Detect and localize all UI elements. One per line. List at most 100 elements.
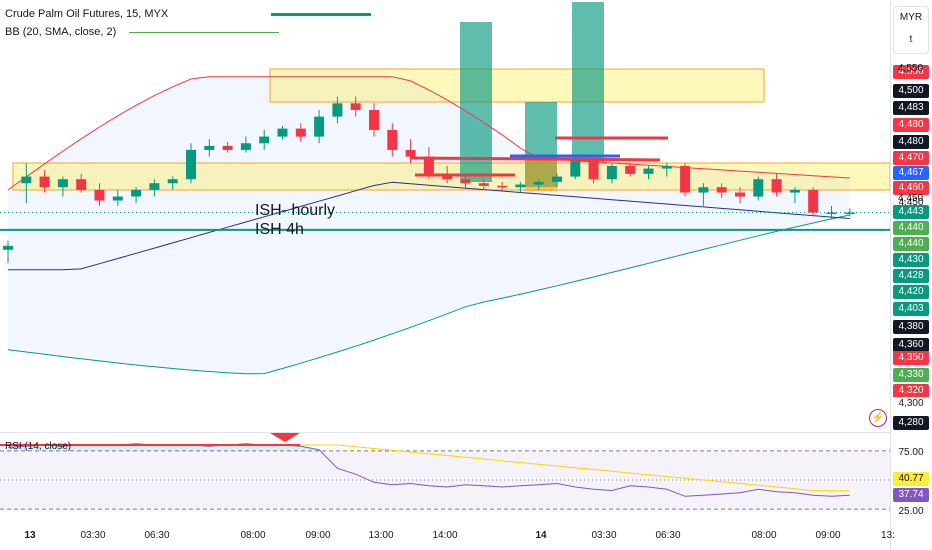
- time-tick: 13:: [881, 530, 895, 541]
- candle-body: [735, 192, 745, 197]
- lightning-icon[interactable]: ⚡: [869, 409, 887, 427]
- bb-label: BB (20, SMA, close, 2): [5, 26, 117, 38]
- price-label: 4,506: [893, 65, 929, 79]
- annotation-hourly[interactable]: ISH- hourly: [255, 202, 336, 219]
- annotation-4h[interactable]: ISH 4h: [255, 221, 304, 238]
- candle-body: [295, 128, 306, 137]
- price-tick: 4,550: [898, 63, 924, 74]
- candle-body: [277, 128, 288, 137]
- rsi-axis-label: 25.00: [893, 505, 929, 519]
- price-label: 4,500: [893, 84, 929, 98]
- candle-body: [314, 116, 325, 137]
- price-label: 4,467: [893, 166, 929, 180]
- time-tick: 08:00: [751, 530, 777, 541]
- candle-body: [552, 176, 562, 182]
- bb-lower-line: [7, 214, 850, 375]
- time-tick: 13:00: [368, 530, 394, 541]
- time-tick: 08:00: [240, 530, 266, 541]
- rsi-pane[interactable]: [0, 433, 890, 525]
- rsi-marker-arrow: [270, 433, 300, 442]
- rsi-axis-label: 40.77: [893, 472, 929, 486]
- volume-block-2: [572, 2, 604, 162]
- price-tick: 4,450: [898, 193, 924, 204]
- upper-zone-rect: [269, 68, 765, 103]
- candle-body: [186, 149, 196, 180]
- candle-body: [204, 145, 215, 150]
- symbol-line-swatch: [271, 12, 372, 16]
- price-label: 4,420: [893, 285, 929, 299]
- price-chart[interactable]: [0, 0, 890, 432]
- candle-body: [698, 187, 709, 193]
- candle-body: [625, 165, 636, 174]
- candle-body: [387, 129, 398, 150]
- price-label: 4,430: [893, 253, 929, 267]
- price-label: 4,470: [893, 151, 929, 165]
- candle-body: [259, 136, 270, 144]
- bb-band-fill: [8, 76, 850, 374]
- time-tick: 06:30: [655, 530, 681, 541]
- candle-body: [533, 181, 544, 185]
- price-label: 4,428: [893, 269, 929, 283]
- price-label: 4,460: [893, 181, 929, 195]
- bb-basis-line: [8, 181, 850, 271]
- candle-body: [478, 183, 489, 186]
- candle-body: [369, 109, 379, 130]
- candle-body: [606, 165, 617, 180]
- time-tick: 03:30: [591, 530, 617, 541]
- rsi-legend[interactable]: RSI (14, close): [5, 441, 71, 452]
- candle-body: [39, 176, 50, 188]
- time-tick: 06:30: [144, 530, 170, 541]
- price-label: 4,300: [893, 397, 929, 411]
- candle-body: [21, 176, 32, 184]
- price-label: 4,280: [893, 416, 929, 430]
- highlight-block: [525, 160, 557, 191]
- pane-separator[interactable]: [0, 432, 890, 433]
- price-label: 4,480: [893, 118, 929, 132]
- price-label: 4,380: [893, 320, 929, 334]
- candle-body: [826, 212, 837, 215]
- price-label: 4,480: [893, 135, 929, 149]
- price-label: 4,483: [893, 101, 929, 115]
- price-label: 4,320: [893, 384, 929, 398]
- rsi-label: RSI (14, close): [5, 441, 72, 452]
- candle-body: [661, 165, 672, 169]
- bb-upper-line: [7, 76, 850, 191]
- candle-body: [94, 189, 105, 201]
- candle-body: [350, 103, 361, 110]
- time-tick: 03:30: [80, 530, 106, 541]
- candle-body: [716, 187, 727, 193]
- symbol-title: Crude Palm Oil Futures, 15, MYX: [5, 8, 169, 20]
- bb-line-swatch: [129, 31, 280, 33]
- symbol-legend[interactable]: Crude Palm Oil Futures, 15, MYX: [5, 8, 372, 20]
- time-tick: 09:00: [305, 530, 331, 541]
- candle-body: [789, 189, 800, 193]
- candle-body: [76, 179, 87, 190]
- candle-body: [771, 179, 782, 193]
- candle-body: [149, 183, 160, 190]
- candle-body: [240, 143, 251, 150]
- candle-body: [405, 149, 416, 157]
- bb-legend[interactable]: BB (20, SMA, close, 2): [5, 26, 280, 38]
- candle-body: [57, 179, 68, 188]
- candle-body: [588, 160, 599, 180]
- price-label: 4,360: [893, 338, 929, 352]
- candle-body: [112, 196, 123, 201]
- currency-label[interactable]: MYR: [899, 12, 923, 23]
- rsi-axis-label: 75.00: [893, 446, 929, 460]
- currency-selector[interactable]: MYR t: [893, 6, 929, 54]
- candle-body: [3, 245, 13, 250]
- unit-toggle[interactable]: t: [909, 34, 913, 45]
- candle-body: [423, 156, 434, 174]
- candle-body: [497, 185, 508, 188]
- rsi-axis-label: 37.74: [893, 488, 929, 502]
- volume-block-0: [460, 22, 492, 182]
- time-tick: 13: [24, 530, 36, 541]
- candle-body: [570, 160, 581, 177]
- price-label: 4,403: [893, 302, 929, 316]
- time-tick: 14:00: [432, 530, 458, 541]
- time-tick: 09:00: [815, 530, 841, 541]
- candle-body: [680, 165, 691, 193]
- candle-body: [643, 168, 654, 174]
- candle-body: [753, 179, 764, 197]
- red-trend-line-1: [409, 156, 661, 162]
